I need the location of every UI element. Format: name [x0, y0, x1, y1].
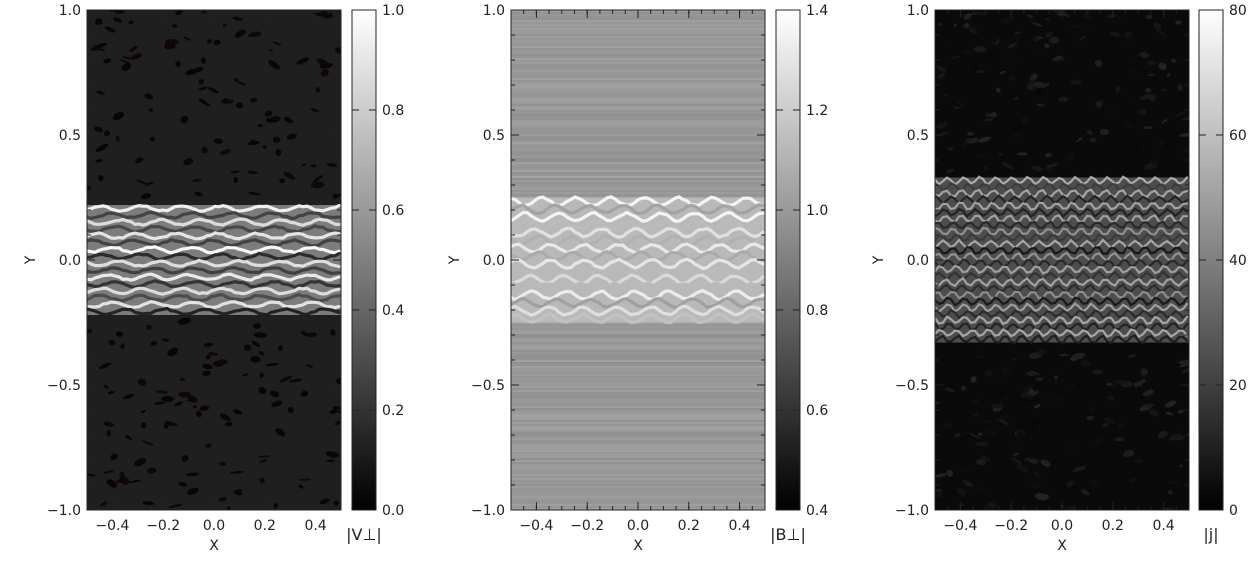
x-tick-label: 0.0 — [203, 518, 225, 534]
y-axis-label: Y — [447, 255, 463, 265]
x-tick-label: 0.0 — [1051, 518, 1073, 534]
x-tick-label: −0.4 — [95, 518, 129, 534]
colorbar-label: |B⊥| — [770, 525, 806, 544]
y-tick-label: 1.0 — [907, 3, 929, 19]
heatmap-image — [935, 10, 1189, 510]
y-tick-label: 0.0 — [907, 253, 929, 269]
x-tick-label: −0.2 — [994, 518, 1028, 534]
colorbar-tick-label: 0.4 — [382, 303, 404, 319]
x-axis-label: X — [209, 538, 219, 554]
colorbar-tick-label: 1.0 — [806, 203, 828, 219]
y-axis-label: Y — [871, 255, 887, 265]
y-tick-label: −0.5 — [471, 378, 505, 394]
x-tick-label: 0.4 — [728, 518, 750, 534]
colorbar-tick-label: 0.6 — [806, 403, 828, 419]
panel-3: −0.4 −0.2 0.0 0.2 0.4 −1.0 −0.5 0.0 0.5 1.0 X Y 0 20 4… — [871, 3, 1247, 554]
colorbar — [775, 9, 801, 511]
colorbar-tick-label: 40 — [1229, 253, 1247, 269]
colorbar-tick-label: 1.4 — [806, 3, 828, 19]
x-tick-label: 0.4 — [304, 518, 326, 534]
x-tick-label: 0.4 — [1152, 518, 1174, 534]
y-tick-label: −0.5 — [895, 378, 929, 394]
colorbar-tick-label: 20 — [1229, 378, 1247, 394]
colorbar-label: |V⊥| — [346, 525, 382, 544]
colorbar-tick-label: 80 — [1229, 3, 1247, 19]
x-axis-label: X — [633, 538, 643, 554]
colorbar-tick-label: 0.6 — [382, 203, 404, 219]
x-tick-label: 0.0 — [627, 518, 649, 534]
panel-2: −0.4 −0.2 0.0 0.2 0.4 −1.0 −0.5 0.0 0.5 1.0 X Y 0.4 0… — [447, 3, 828, 554]
y-tick-label: 0.5 — [483, 128, 505, 144]
y-tick-label: −0.5 — [47, 378, 81, 394]
colorbar-tick-label: 0.4 — [806, 503, 828, 519]
x-tick-label: −0.4 — [943, 518, 977, 534]
colorbar-tick-label: 0.0 — [382, 503, 404, 519]
y-tick-label: 0.0 — [59, 253, 81, 269]
y-tick-label: 0.5 — [59, 128, 81, 144]
y-tick-label: 1.0 — [59, 3, 81, 19]
x-tick-label: −0.2 — [570, 518, 604, 534]
colorbar-tick-label: 1.0 — [382, 3, 404, 19]
x-tick-label: 0.2 — [254, 518, 276, 534]
colorbar-tick-label: 1.2 — [806, 103, 828, 119]
panel-1: −0.4 −0.2 0.0 0.2 0.4 −1.0 −0.5 0.0 0.5 1.0 X Y 0.0 0… — [23, 3, 404, 554]
y-tick-label: −1.0 — [471, 503, 505, 519]
x-tick-label: −0.4 — [519, 518, 553, 534]
heatmap-image — [87, 10, 341, 510]
x-axis-label: X — [1057, 538, 1067, 554]
x-tick-label: 0.2 — [678, 518, 700, 534]
x-tick-label: −0.2 — [146, 518, 180, 534]
colorbar-tick-label: 0 — [1229, 503, 1238, 519]
colorbar-label: |j| — [1203, 525, 1218, 544]
colorbar-tick-label: 0.8 — [806, 303, 828, 319]
y-tick-label: 1.0 — [483, 3, 505, 19]
heatmap-image — [511, 10, 765, 510]
y-tick-label: −1.0 — [895, 503, 929, 519]
x-tick-label: 0.2 — [1102, 518, 1124, 534]
colorbar-tick-label: 60 — [1229, 128, 1247, 144]
y-tick-label: −1.0 — [47, 503, 81, 519]
colorbar-tick-label: 0.8 — [382, 103, 404, 119]
colorbar-tick-label: 0.2 — [382, 403, 404, 419]
y-axis-label: Y — [23, 255, 39, 265]
y-tick-label: 0.0 — [483, 253, 505, 269]
colorbar — [351, 9, 377, 511]
y-tick-label: 0.5 — [907, 128, 929, 144]
